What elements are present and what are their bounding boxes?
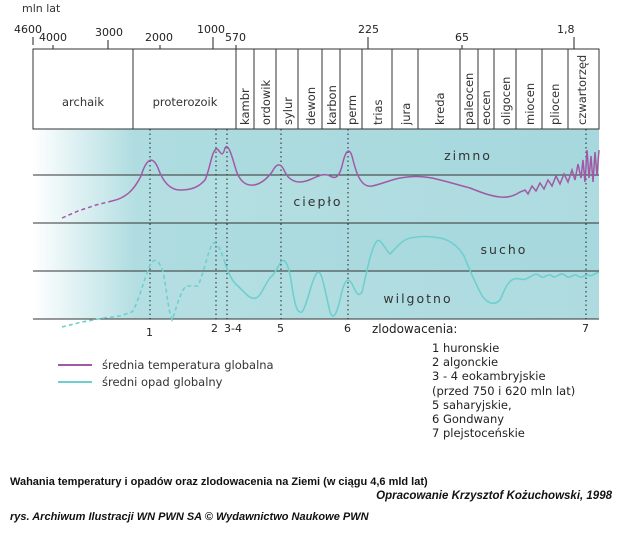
glaciation-list-item: 2 algonckie xyxy=(432,355,499,370)
period-archaik: archaik xyxy=(62,95,104,109)
glaciation-marker-1: 1 xyxy=(146,326,153,339)
caption-credit: rys. Archiwum Ilustracji WN PWN SA © Wyd… xyxy=(10,511,369,523)
glaciation-marker-3-4: 3-4 xyxy=(224,322,242,335)
tick-3000: 3000 xyxy=(95,26,123,39)
tick-1000: 1000 xyxy=(197,23,225,36)
tick-4000: 4000 xyxy=(39,31,67,44)
glaciation-list-item: (przed 750 i 620 mln lat) xyxy=(432,383,576,398)
glaciation-list-item: 1 huronskie xyxy=(432,341,500,355)
period-perm: perm xyxy=(345,95,359,125)
tick-2000: 2000 xyxy=(145,31,173,44)
glaciation-list-item: 6 Gondwany xyxy=(432,412,505,427)
glaciation-list-item: 5 saharyjskie, xyxy=(432,397,512,412)
period-ordowik: ordowik xyxy=(259,80,273,125)
caption-author: Opracowanie Krzysztof Kożuchowski, 1998 xyxy=(376,490,612,502)
glaciation-title: zlodowacenia: xyxy=(372,322,457,336)
period-kreda: kreda xyxy=(433,92,447,125)
period-pliocen: pliocen xyxy=(548,84,562,125)
period-trias: trias xyxy=(371,100,385,125)
legend-precipitation-label: średni opad globalny xyxy=(102,375,223,389)
period-karbon: karbon xyxy=(325,85,339,125)
top-axis-tick-marks xyxy=(32,37,575,49)
glaciation-marker-5: 5 xyxy=(277,322,284,335)
glaciation-marker-7: 7 xyxy=(582,322,589,335)
period-proterozoik: proterozoik xyxy=(153,95,218,109)
tick-1-8: 1,8 xyxy=(557,23,575,36)
period-czwartorzed: czwartorzęd xyxy=(575,55,589,125)
tick-570: 570 xyxy=(225,31,246,44)
period-eocen: eocen xyxy=(479,90,493,125)
legend-temperature: średnia temperatura globalna xyxy=(58,358,274,372)
period-kambr: kambr xyxy=(238,88,252,125)
period-oligocen: oligocen xyxy=(499,77,513,125)
legend-temperature-swatch xyxy=(58,364,92,366)
legend-temperature-label: średnia temperatura globalna xyxy=(102,358,274,372)
band-label-warm: ciepło xyxy=(293,194,342,209)
glaciation-marker-6: 6 xyxy=(344,322,351,335)
temperature-curve xyxy=(61,145,600,219)
glaciation-marker-2: 2 xyxy=(211,322,218,335)
tick-4600: 4600 xyxy=(14,23,42,36)
period-dewon: dewon xyxy=(304,87,318,125)
period-jura: jura xyxy=(399,103,413,126)
tick-225: 225 xyxy=(358,23,379,36)
period-sylur: sylur xyxy=(281,97,295,125)
glaciation-list-item: 3 - 4 eokambryjskie xyxy=(432,369,546,384)
glaciation-list: 1 huronskie 2 algonckie 3 - 4 eokambryjs… xyxy=(432,341,575,440)
period-miocen: miocen xyxy=(523,83,537,125)
axis-unit-label: mln lat xyxy=(22,2,61,15)
legend-precipitation: średni opad globalny xyxy=(58,375,223,389)
band-label-cold: zimno xyxy=(444,148,492,163)
top-axis-ticks: 4600 4000 3000 2000 1000 570 225 65 1,8 xyxy=(14,23,575,44)
period-paleocen: paleocen xyxy=(462,73,476,125)
climate-bands xyxy=(33,128,599,320)
band-label-dry: sucho xyxy=(481,242,528,257)
band-label-wet: wilgotno xyxy=(383,291,452,306)
glaciation-list-item: 7 plejstoceńskie xyxy=(432,426,525,441)
caption-title: Wahania temperatury i opadów oraz zlodow… xyxy=(10,476,428,488)
legend-precipitation-swatch xyxy=(58,381,92,383)
precipitation-curve xyxy=(61,235,600,328)
tick-65: 65 xyxy=(455,31,469,44)
period-header: archaik proterozoik kambr ordowik sylur … xyxy=(32,48,600,130)
